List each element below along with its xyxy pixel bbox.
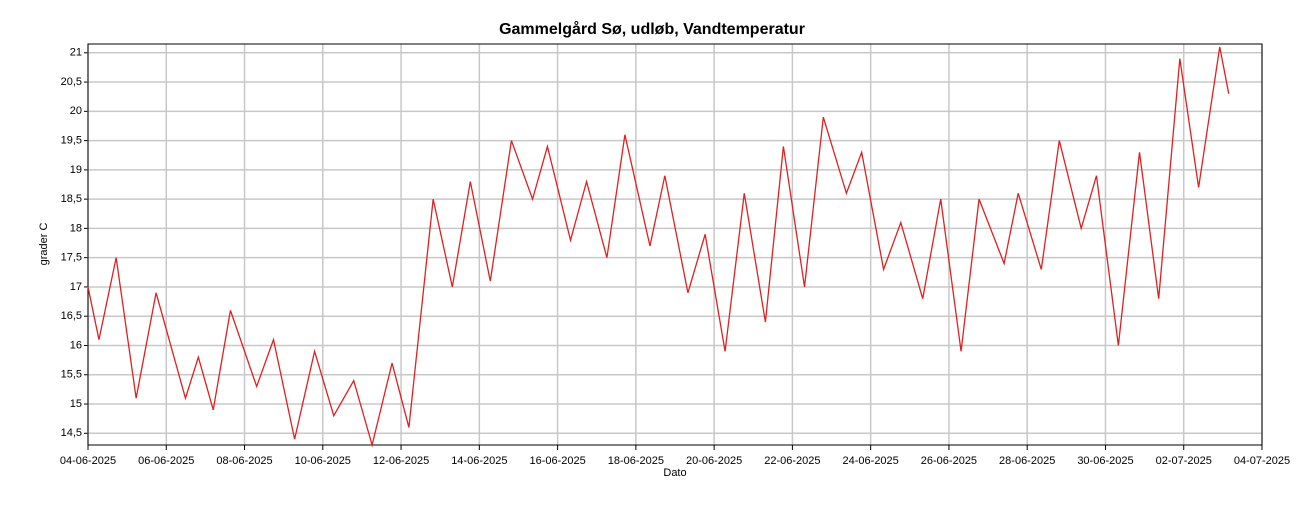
chart-title: Gammelgård Sø, udløb, Vandtemperatur bbox=[499, 20, 805, 38]
x-tick-label: 16-06-2025 bbox=[529, 455, 585, 467]
x-tick-label: 04-07-2025 bbox=[1234, 455, 1290, 467]
y-tick-label: 18,5 bbox=[61, 193, 82, 205]
y-tick-label: 15,5 bbox=[61, 369, 82, 381]
x-tick-label: 04-06-2025 bbox=[60, 455, 116, 467]
y-tick-label: 20,5 bbox=[61, 76, 82, 88]
y-tick-label: 17,5 bbox=[61, 252, 82, 264]
x-tick-label: 06-06-2025 bbox=[138, 455, 194, 467]
y-tick-label: 20 bbox=[70, 105, 82, 117]
y-tick-label: 15 bbox=[70, 398, 82, 410]
x-tick-label: 08-06-2025 bbox=[216, 455, 272, 467]
x-tick-label: 28-06-2025 bbox=[999, 455, 1055, 467]
x-tick-label: 02-07-2025 bbox=[1156, 455, 1212, 467]
x-tick-label: 18-06-2025 bbox=[608, 455, 664, 467]
plot-frame bbox=[87, 43, 1263, 446]
x-tick-label: 22-06-2025 bbox=[764, 455, 820, 467]
y-tick-label: 16 bbox=[70, 339, 82, 351]
y-tick-label: 17 bbox=[70, 281, 82, 293]
x-tick-label: 30-06-2025 bbox=[1077, 455, 1133, 467]
x-tick-label: 20-06-2025 bbox=[686, 455, 742, 467]
x-tick-label: 26-06-2025 bbox=[921, 455, 977, 467]
x-tick-label: 24-06-2025 bbox=[843, 455, 899, 467]
x-axis-title: Dato bbox=[663, 467, 686, 479]
y-axis-title: grader C bbox=[38, 223, 50, 266]
y-tick-label: 21 bbox=[70, 47, 82, 59]
x-tick-label: 10-06-2025 bbox=[295, 455, 351, 467]
y-tick-label: 16,5 bbox=[61, 310, 82, 322]
y-tick-label: 14,5 bbox=[61, 427, 82, 439]
y-tick-label: 19,5 bbox=[61, 134, 82, 146]
y-tick-label: 18 bbox=[70, 222, 82, 234]
data-line bbox=[87, 46, 1230, 448]
y-tick-label: 19 bbox=[70, 164, 82, 176]
x-tick-label: 12-06-2025 bbox=[373, 455, 429, 467]
x-tick-label: 14-06-2025 bbox=[451, 455, 507, 467]
